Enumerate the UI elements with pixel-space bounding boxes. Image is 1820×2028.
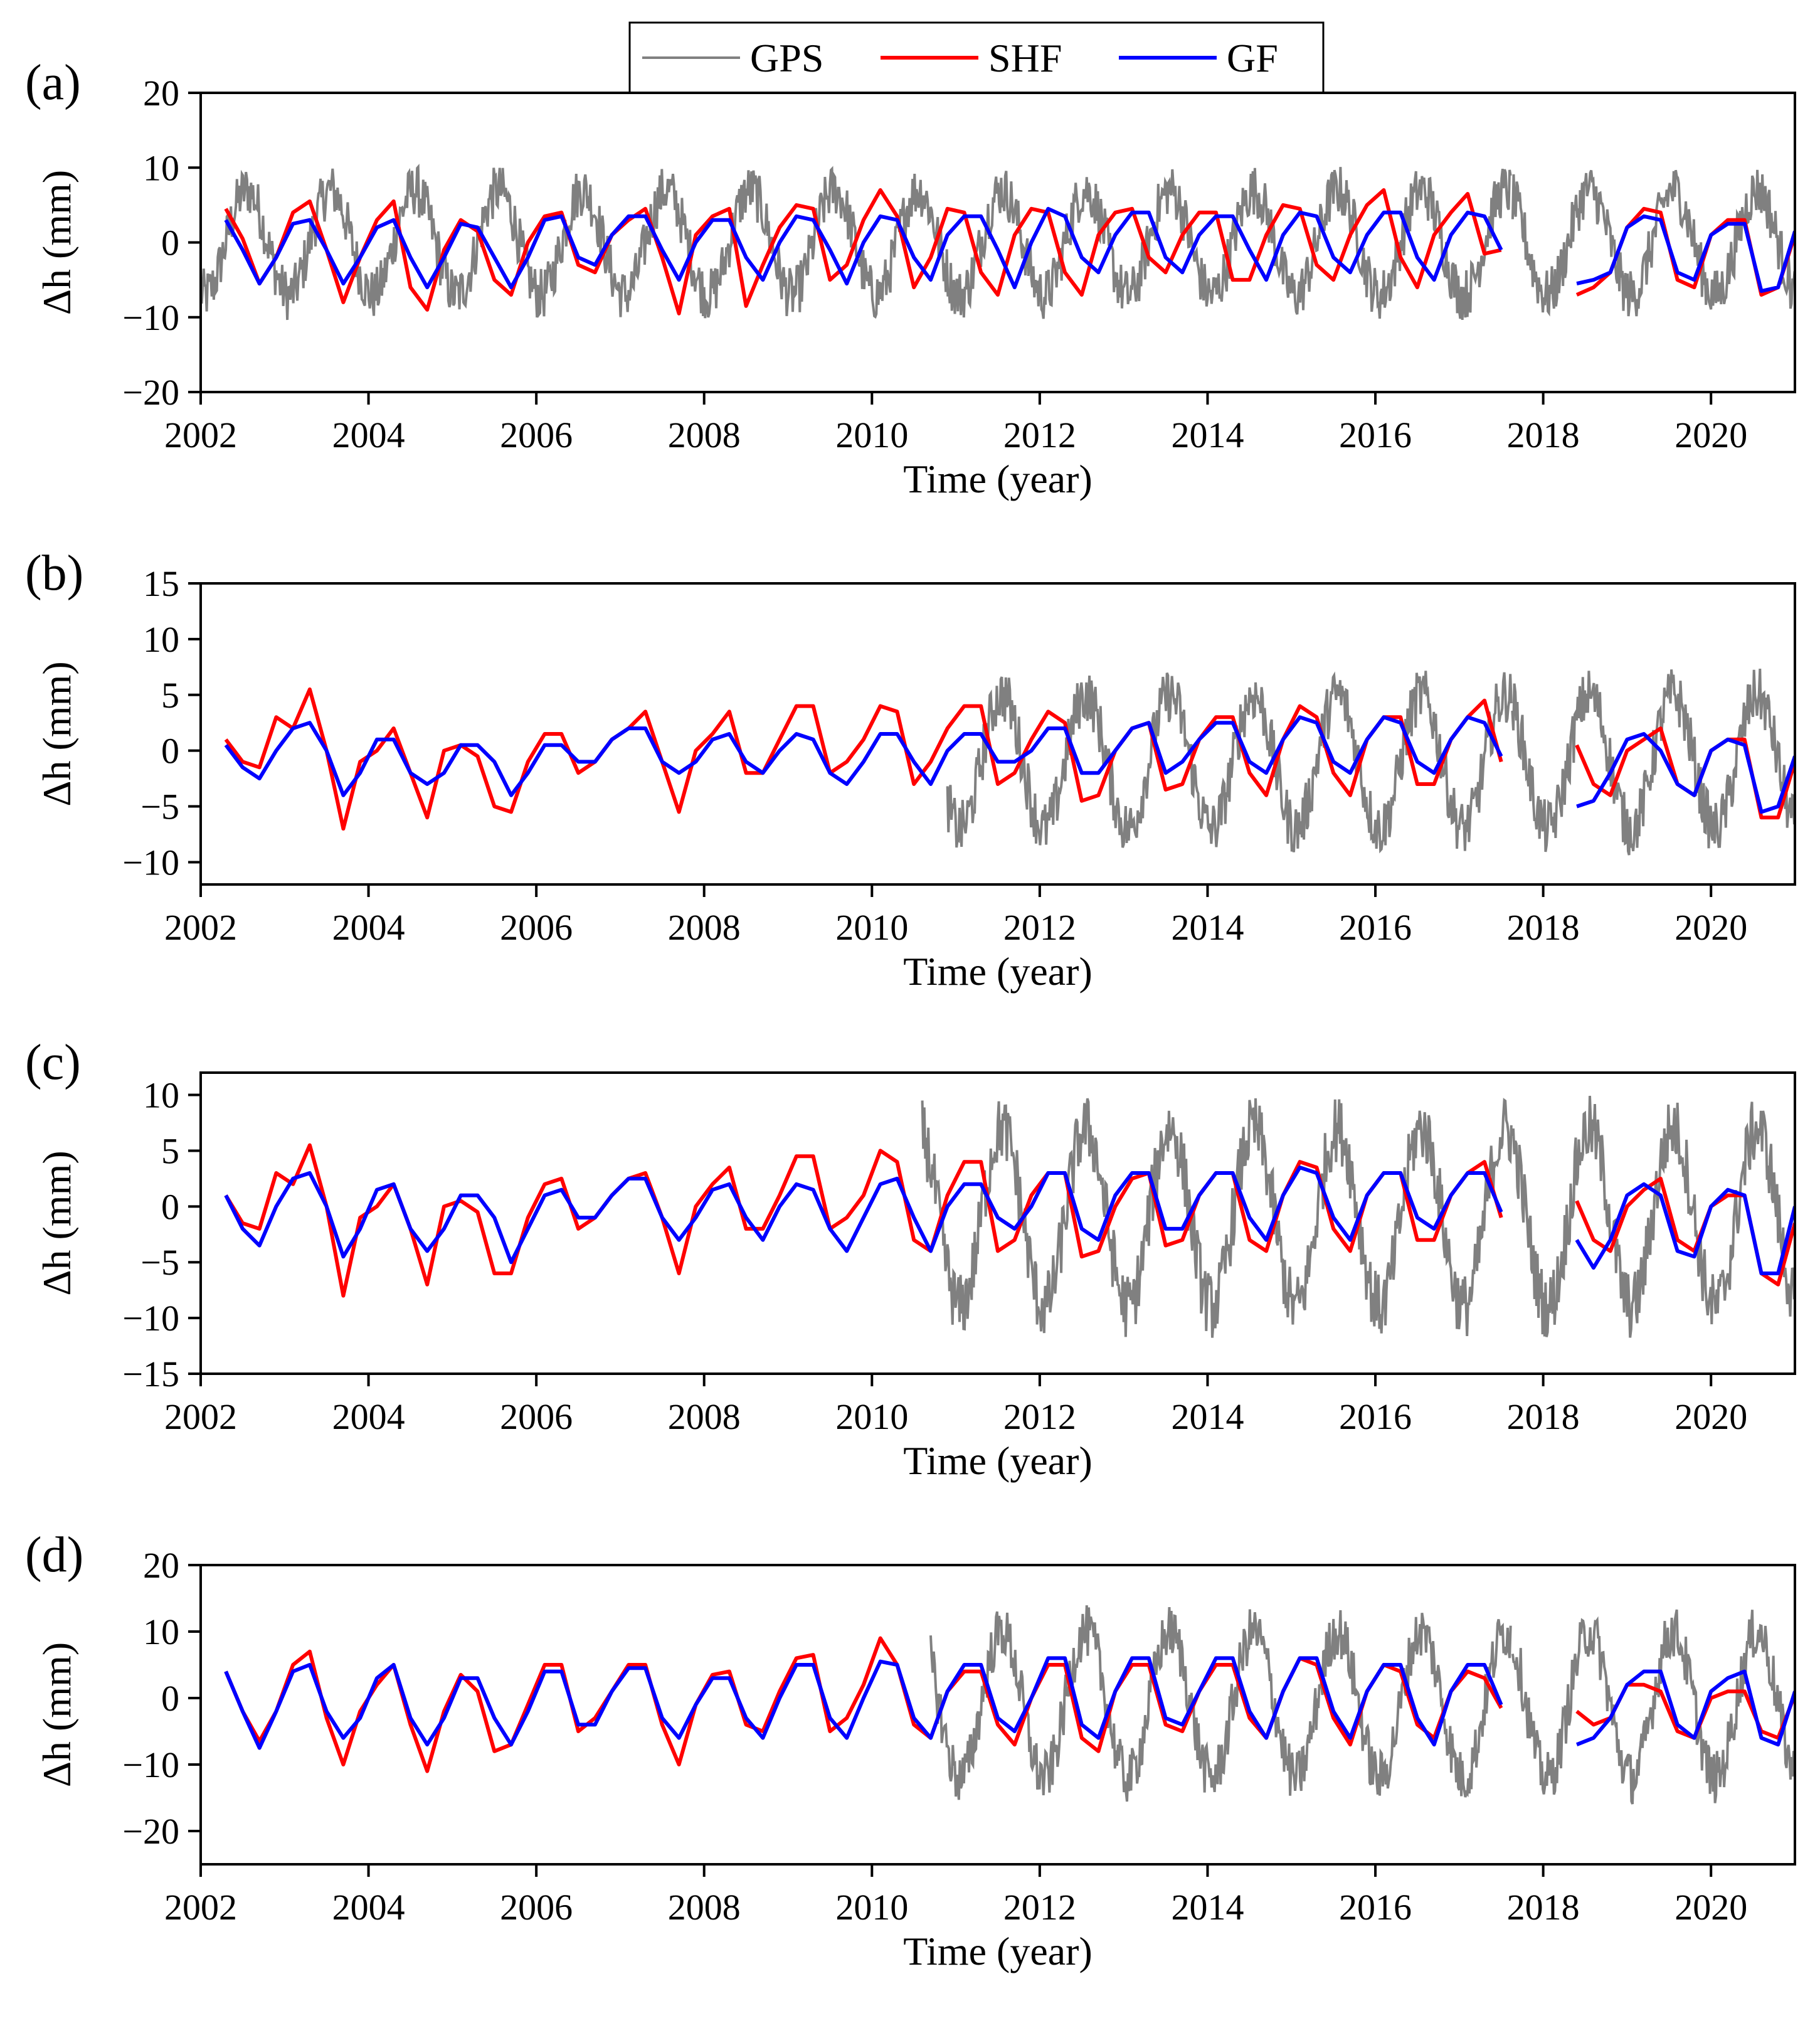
x-axis-title: Time (year) — [903, 457, 1093, 501]
x-tick-label: 2004 — [332, 907, 405, 948]
x-tick-label: 2016 — [1339, 1887, 1412, 1928]
y-tick-label: −10 — [122, 1744, 179, 1785]
y-tick-label: 10 — [143, 1075, 179, 1116]
y-axis-title: Δh (mm) — [34, 1150, 79, 1295]
x-tick-label: 2020 — [1675, 1396, 1747, 1437]
x-tick-label: 2014 — [1171, 415, 1244, 455]
x-tick-label: 2004 — [332, 1396, 405, 1437]
x-tick-label: 2002 — [164, 1887, 237, 1928]
panel-tag-a: (a) — [25, 55, 81, 110]
gps-line — [921, 1095, 1795, 1338]
plot-frame — [199, 582, 1796, 886]
x-tick-label: 2006 — [500, 415, 573, 455]
x-axis-title: Time (year) — [903, 949, 1093, 994]
gf-line — [224, 1165, 1795, 1275]
x-tick-label: 2016 — [1339, 415, 1412, 455]
x-tick-label: 2002 — [164, 415, 237, 455]
y-tick-label: 10 — [143, 619, 179, 660]
gf-line — [224, 715, 1795, 814]
y-tick-label: −20 — [122, 1811, 179, 1852]
x-axis-title: Time (year) — [903, 1438, 1093, 1483]
x-tick-label: 2006 — [500, 1396, 573, 1437]
x-tick-label: 2002 — [164, 1396, 237, 1437]
gps-line — [946, 669, 1795, 856]
x-tick-label: 2008 — [668, 415, 741, 455]
x-tick-label: 2016 — [1339, 907, 1412, 948]
plot-frame — [199, 1071, 1796, 1375]
y-tick-label: 0 — [161, 1678, 179, 1719]
plot-frame — [199, 1564, 1796, 1866]
legend-label-gps: GPS — [750, 36, 823, 80]
x-tick-label: 2010 — [835, 1887, 908, 1928]
y-tick-label: 0 — [161, 731, 179, 772]
gf-line — [224, 1656, 1795, 1750]
y-tick-label: 0 — [161, 223, 179, 263]
y-tick-label: 0 — [161, 1186, 179, 1227]
panel-c: (c) 2002 2004 2006 2008 2010 2012 2014 2016 2018 2… — [25, 1035, 1796, 1483]
y-tick-label: 15 — [143, 563, 179, 604]
y-tick-label: −10 — [122, 297, 179, 338]
x-tick-label: 2010 — [835, 1396, 908, 1437]
x-tick-label: 2020 — [1675, 415, 1747, 455]
y-tick-label: −10 — [122, 842, 179, 883]
y-tick-label: −20 — [122, 372, 179, 413]
legend: GPS SHF GF — [628, 21, 1325, 94]
panel-tag-c: (c) — [25, 1035, 81, 1090]
y-tick-label: 20 — [143, 73, 179, 114]
y-tick-label: −5 — [140, 787, 179, 827]
x-tick-label: 2014 — [1171, 1396, 1244, 1437]
x-tick-label: 2012 — [1003, 907, 1076, 948]
y-tick-label: −15 — [122, 1354, 179, 1394]
panel-tag-d: (d) — [25, 1527, 83, 1583]
x-tick-label: 2008 — [668, 1396, 741, 1437]
x-tick-label: 2006 — [500, 907, 573, 948]
panel-d: (d)2002 2004 2006 2008 2010 2012 2014 2016 2018 2… — [25, 1527, 1796, 1973]
legend-label-gf: GF — [1227, 36, 1278, 80]
x-tick-label: 2012 — [1003, 1396, 1076, 1437]
y-tick-label: 10 — [143, 1611, 179, 1652]
y-tick-label: 5 — [161, 675, 179, 716]
y-axis-title: Δh (mm) — [34, 170, 79, 315]
panel-a: (a)2002 2004 2006 2008 2010 2012 2014 2016 2018 2… — [25, 55, 1796, 501]
legend-label-shf: SHF — [988, 36, 1062, 80]
y-axis-title: Δh (mm) — [34, 1642, 79, 1787]
x-tick-label: 2006 — [500, 1887, 573, 1928]
y-tick-label: −10 — [122, 1298, 179, 1339]
gps-line — [201, 164, 1795, 321]
y-tick-label: 20 — [143, 1545, 179, 1586]
x-tick-label: 2010 — [835, 415, 908, 455]
x-tick-label: 2018 — [1507, 907, 1580, 948]
x-tick-label: 2018 — [1507, 1396, 1580, 1437]
x-tick-label: 2012 — [1003, 415, 1076, 455]
x-tick-label: 2010 — [835, 907, 908, 948]
y-axis-title: Δh (mm) — [34, 661, 79, 806]
x-tick-label: 2004 — [332, 415, 405, 455]
x-tick-label: 2020 — [1675, 907, 1747, 948]
panel-b: (b) 2002 2004 2006 2008 2010 2012 2014 2016 2018 2… — [25, 546, 1796, 994]
y-tick-label: 5 — [161, 1130, 179, 1171]
x-tick-label: 2014 — [1171, 907, 1244, 948]
y-tick-label: −5 — [140, 1242, 179, 1283]
x-tick-label: 2016 — [1339, 1396, 1412, 1437]
x-tick-label: 2018 — [1507, 415, 1580, 455]
x-tick-label: 2008 — [668, 1887, 741, 1928]
x-tick-label: 2008 — [668, 907, 741, 948]
x-tick-label: 2004 — [332, 1887, 405, 1928]
x-tick-label: 2012 — [1003, 1887, 1076, 1928]
x-axis-title: Time (year) — [903, 1929, 1093, 1973]
panel-tag-b: (b) — [25, 546, 83, 601]
x-tick-label: 2020 — [1675, 1887, 1747, 1928]
x-tick-label: 2014 — [1171, 1887, 1244, 1928]
x-tick-label: 2002 — [164, 907, 237, 948]
gf-line — [224, 206, 1795, 293]
y-tick-label: 10 — [143, 147, 179, 188]
x-tick-label: 2018 — [1507, 1887, 1580, 1928]
